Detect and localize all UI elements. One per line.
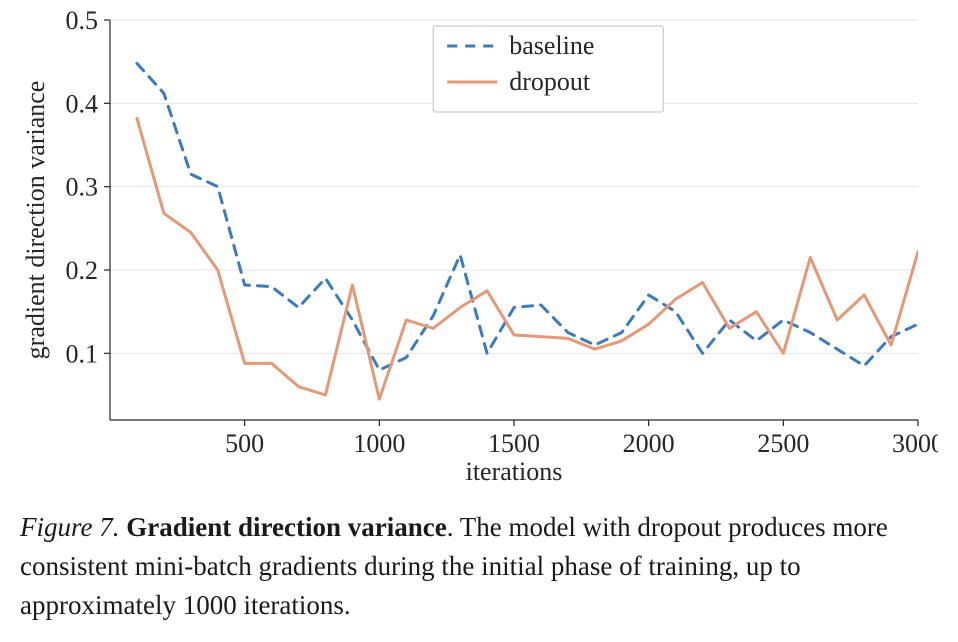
x-tick-label: 3000 (892, 429, 938, 458)
x-tick-label: 2000 (623, 429, 675, 458)
chart: 500 1000 1500 2000 2500 3000 0.1 0.2 0.3 0.4 0.5 it… (20, 10, 938, 490)
figure-number: Figure 7. (20, 512, 119, 542)
legend-label-dropout: dropout (509, 67, 591, 96)
x-tick-label: 1500 (488, 429, 540, 458)
legend: baseline dropout (433, 26, 663, 112)
y-axis-label: gradient direction variance (21, 81, 50, 360)
x-tick-label: 500 (225, 429, 264, 458)
legend-label-baseline: baseline (509, 31, 594, 60)
series-dropout (137, 118, 918, 399)
figure-container: 500 1000 1500 2000 2500 3000 0.1 0.2 0.3 0.4 0.5 it… (0, 0, 958, 642)
y-tick-label: 0.1 (66, 339, 99, 368)
y-tick-label: 0.5 (66, 10, 99, 35)
x-tick-label: 2500 (757, 429, 809, 458)
x-axis-label: iterations (466, 457, 563, 486)
y-tick-label: 0.2 (66, 256, 99, 285)
x-tick-label: 1000 (353, 429, 405, 458)
y-tick-label: 0.4 (66, 89, 99, 118)
y-tick-label: 0.3 (66, 173, 99, 202)
chart-svg: 500 1000 1500 2000 2500 3000 0.1 0.2 0.3 0.4 0.5 it… (20, 10, 938, 490)
figure-title: Gradient direction variance (126, 512, 446, 542)
figure-caption: Figure 7. Gradient direction variance. T… (20, 508, 920, 625)
